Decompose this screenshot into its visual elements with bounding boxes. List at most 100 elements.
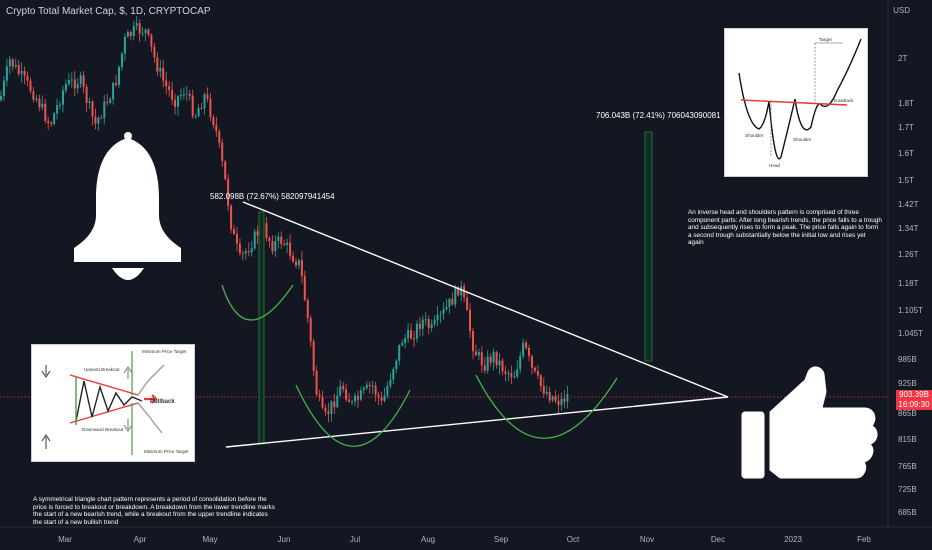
candle-body — [85, 86, 88, 103]
candle-body — [233, 229, 235, 234]
candle-body — [79, 75, 82, 85]
candle-body — [94, 116, 97, 124]
candle-body — [324, 407, 327, 412]
candle-body — [247, 251, 250, 253]
candle-body — [451, 298, 454, 305]
bar-countdown: 16:09:30 — [898, 400, 930, 409]
candle-body — [200, 108, 203, 110]
candle-body — [150, 34, 153, 47]
candle-body — [0, 95, 2, 100]
candle-body — [106, 101, 109, 103]
candle-body — [498, 360, 501, 366]
candle-body — [404, 338, 407, 344]
candle-body — [41, 103, 44, 108]
candle-body — [168, 86, 171, 90]
candle-body — [159, 67, 162, 72]
candle-body — [371, 385, 374, 387]
price-tick-label: 1.5T — [898, 176, 914, 185]
candle-body — [17, 64, 20, 74]
candle-body — [138, 23, 141, 34]
candle-body — [466, 297, 469, 310]
candle-body — [436, 314, 439, 321]
candle-body — [333, 401, 336, 408]
time-tick-label: Aug — [421, 535, 435, 544]
candle-body — [442, 309, 445, 314]
candle-body — [418, 323, 421, 329]
measure-label-1: 582.098B (72.67%) 582097941454 — [210, 192, 335, 201]
candle-body — [542, 386, 545, 394]
symbol-title[interactable]: Crypto Total Market Cap, $, 1D, CRYPTOCA… — [6, 6, 211, 17]
candle-body — [212, 117, 215, 125]
time-tick-label: May — [202, 535, 217, 544]
candle-body — [56, 105, 59, 114]
price-tick-label: 2T — [898, 54, 907, 63]
candle-body — [413, 338, 415, 340]
candle-body — [474, 351, 477, 356]
candle-body — [227, 179, 230, 206]
candle-body — [407, 330, 410, 339]
arc-left-shoulder — [221, 284, 294, 321]
candle-body — [274, 241, 277, 252]
tri-card-downward-breakout: Downward Breakout — [82, 427, 124, 432]
candle-body — [362, 388, 365, 391]
candle-body — [224, 161, 227, 180]
candle-body — [268, 238, 271, 242]
candle-body — [457, 287, 460, 296]
candle-body — [356, 395, 359, 400]
candle-body — [100, 117, 103, 119]
candle-body — [433, 320, 436, 324]
price-axis-labels[interactable]: 2T 1.8T 1.7T 1.6T 1.5T 1.42T 1.34T 1.26T 1.18T 1.… — [898, 54, 923, 517]
candle-body — [330, 401, 333, 415]
candle-body — [209, 98, 212, 118]
candle-body — [277, 236, 280, 241]
candle-body — [67, 80, 70, 84]
candle-body — [8, 59, 11, 67]
tri-card-target-top: Minimum Price Target — [142, 349, 187, 354]
price-tick-label: 815B — [898, 435, 917, 444]
candle-body — [126, 32, 129, 37]
price-tick-label: 765B — [898, 462, 917, 471]
candle-body — [321, 396, 324, 408]
candle-body — [510, 373, 513, 378]
measure-label-2: 706.043B (72.41%) 706043090081 — [596, 111, 721, 120]
candle-body — [345, 389, 348, 400]
tri-card-target-bottom: Minimum Price Target — [144, 449, 189, 454]
time-tick-label: 2023 — [784, 535, 802, 544]
candle-body — [477, 352, 480, 356]
bell-icon — [74, 132, 181, 280]
candle-body — [109, 99, 112, 103]
candle-body — [5, 66, 8, 81]
candle-body — [489, 356, 492, 363]
candle-body — [427, 319, 430, 328]
time-tick-label: Dec — [711, 535, 725, 544]
candle-body — [354, 395, 356, 402]
time-axis-labels[interactable]: Mar Apr May Jun Jul Aug Sep Oct Nov Dec 2023 Feb — [58, 535, 871, 544]
candle-body — [480, 352, 483, 366]
candle-body — [528, 348, 530, 357]
candle-body — [368, 384, 371, 386]
candle-body — [389, 379, 392, 386]
candle-body — [221, 142, 224, 162]
hs-card-throwback: Throwback — [831, 98, 854, 103]
candle-body — [182, 94, 185, 96]
candle-body — [103, 101, 106, 118]
candle-body — [38, 98, 41, 108]
candle-body — [309, 318, 312, 342]
candle-body — [303, 275, 306, 300]
candle-body — [398, 345, 401, 361]
candle-body — [194, 116, 197, 118]
candle-body — [174, 99, 176, 107]
triangle-note: A symmetrical triangle chart pattern rep… — [33, 496, 275, 526]
candle-body — [516, 369, 519, 377]
candle-body — [250, 248, 253, 253]
candle-body — [545, 391, 548, 394]
candle-body — [297, 260, 300, 266]
candle-body — [230, 205, 233, 230]
candle-body — [283, 243, 286, 245]
candle-body — [129, 32, 132, 36]
candle-body — [421, 319, 424, 329]
candle-body — [206, 94, 209, 99]
candle-body — [504, 371, 507, 374]
candle-body — [525, 342, 528, 348]
candle-body — [463, 286, 466, 298]
